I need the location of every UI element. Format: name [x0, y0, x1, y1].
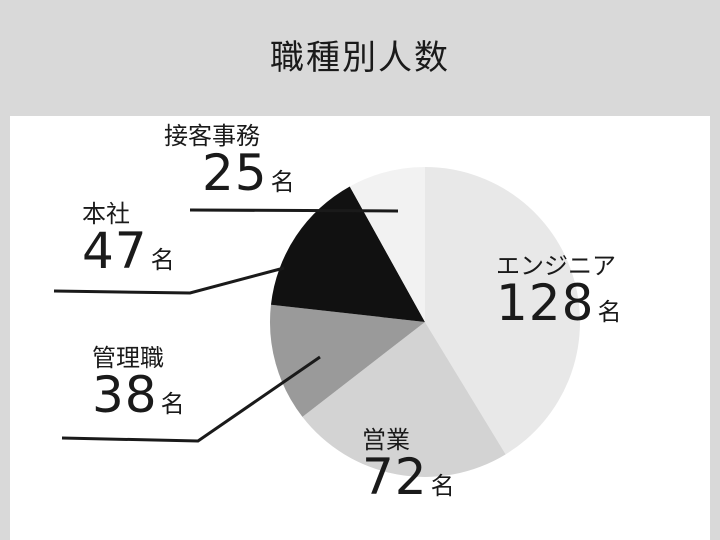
label-manager-name: 管理職	[92, 344, 164, 372]
label-headquarters-value: 47	[82, 222, 148, 280]
leader-line-office	[189, 208, 399, 213]
pie-slice-engineer	[425, 167, 580, 455]
label-manager: 管理職 38 名	[92, 346, 185, 420]
label-engineer: エンジニア 128 名	[496, 254, 621, 328]
label-headquarters: 本社 47 名	[82, 202, 175, 276]
label-sales: 営業 72 名	[362, 428, 455, 502]
label-sales-unit: 名	[430, 472, 455, 500]
label-manager-value: 38	[92, 366, 158, 424]
pie-slice-headquarters	[270, 186, 425, 322]
label-office-unit: 名	[270, 168, 295, 196]
label-headquarters-unit: 名	[150, 246, 175, 274]
leader-line-headquarters	[53, 266, 285, 295]
label-engineer-value: 128	[496, 274, 595, 332]
chart-title: 職種別人数	[270, 38, 450, 78]
label-headquarters-name: 本社	[82, 200, 130, 228]
pie-slice-sales	[302, 322, 506, 477]
label-manager-unit: 名	[160, 390, 185, 418]
pie-slice-manager	[269, 304, 425, 417]
label-engineer-unit: 名	[597, 298, 622, 326]
leader-line-manager	[61, 355, 321, 443]
pie-slice-office	[349, 167, 425, 322]
label-sales-value: 72	[362, 448, 428, 506]
label-engineer-name: エンジニア	[496, 252, 616, 280]
label-office-name: 接客事務	[164, 122, 260, 150]
label-sales-name: 営業	[362, 426, 410, 454]
label-office-value: 25	[202, 144, 268, 202]
label-office: 接客事務 25 名	[164, 124, 295, 198]
